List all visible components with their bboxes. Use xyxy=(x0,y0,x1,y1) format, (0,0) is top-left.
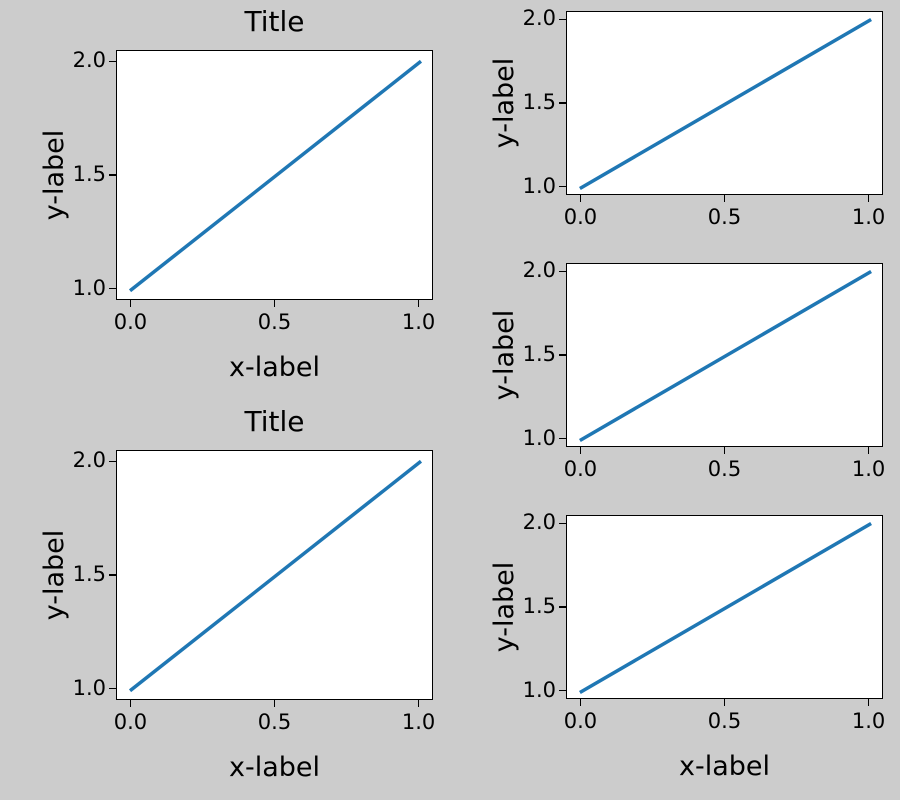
x-tick-label: 0.0 xyxy=(563,709,598,733)
x-tick-mark xyxy=(723,447,726,454)
y-tick-mark xyxy=(109,174,116,176)
x-tick-label: 0.5 xyxy=(707,709,742,733)
axes-title: Title xyxy=(244,405,305,438)
y-tick-label: 1.5 xyxy=(522,594,556,618)
y-tick-mark xyxy=(559,18,566,21)
y-tick-mark xyxy=(109,460,116,463)
y-tick-mark xyxy=(559,437,566,440)
x-tick-mark xyxy=(579,195,582,202)
y-tick-label: 1.5 xyxy=(72,562,106,586)
y-tick-label: 1.5 xyxy=(522,90,556,114)
x-tick-label: 1.0 xyxy=(401,710,436,734)
x-tick-label: 1.0 xyxy=(851,457,886,481)
y-tick-mark xyxy=(559,270,566,273)
y-tick-label: 2.0 xyxy=(72,48,106,73)
y-tick-mark xyxy=(559,606,566,608)
axes-bottom-right xyxy=(566,515,883,699)
x-tick-mark xyxy=(417,300,420,307)
y-axis-label: y-label xyxy=(489,561,520,653)
x-axis-label: x-label xyxy=(228,752,321,783)
y-tick-mark xyxy=(109,574,116,576)
x-tick-label: 0.0 xyxy=(563,205,598,229)
x-tick-mark xyxy=(273,300,276,307)
y-tick-mark xyxy=(559,102,566,104)
x-axis-label: x-label xyxy=(678,751,771,782)
y-tick-label: 1.0 xyxy=(522,425,556,450)
axes-title: Title xyxy=(244,5,305,38)
x-tick-mark xyxy=(867,699,870,706)
x-tick-label: 0.0 xyxy=(113,710,148,734)
y-tick-label: 1.0 xyxy=(522,173,556,198)
y-axis-label: y-label xyxy=(489,309,520,401)
y-tick-label: 2.0 xyxy=(522,510,556,535)
x-tick-label: 0.5 xyxy=(257,710,292,734)
x-tick-label: 0.0 xyxy=(113,310,148,334)
y-tick-label: 1.0 xyxy=(522,677,556,702)
axes-middle-right xyxy=(566,263,883,447)
x-tick-label: 1.0 xyxy=(851,709,886,733)
y-axis-label: y-label xyxy=(489,57,520,149)
x-tick-label: 0.0 xyxy=(563,457,598,481)
x-axis-label: x-label xyxy=(228,352,321,383)
y-tick-mark xyxy=(109,687,116,690)
y-tick-label: 1.0 xyxy=(72,275,106,300)
x-tick-label: 1.0 xyxy=(851,205,886,229)
y-tick-mark xyxy=(559,689,566,692)
plot-line xyxy=(128,59,423,293)
y-tick-label: 2.0 xyxy=(72,448,106,473)
x-tick-mark xyxy=(417,700,420,707)
y-tick-mark xyxy=(559,185,566,188)
x-tick-mark xyxy=(579,447,582,454)
y-axis-label: y-label xyxy=(39,529,70,621)
x-tick-mark xyxy=(129,300,132,307)
x-tick-mark xyxy=(129,700,132,707)
y-tick-label: 2.0 xyxy=(522,6,556,31)
plot-line xyxy=(128,459,423,693)
y-tick-mark xyxy=(559,522,566,525)
x-tick-label: 1.0 xyxy=(401,310,436,334)
x-tick-mark xyxy=(867,195,870,202)
y-tick-label: 1.0 xyxy=(72,675,106,700)
axes-top-right xyxy=(566,11,883,195)
y-axis-label: y-label xyxy=(39,129,70,221)
y-tick-label: 2.0 xyxy=(522,258,556,283)
axes-top-left xyxy=(116,50,433,300)
x-tick-mark xyxy=(867,447,870,454)
axes-bottom-left xyxy=(116,450,433,700)
plot-line xyxy=(579,269,872,443)
x-tick-mark xyxy=(273,700,276,707)
x-tick-mark xyxy=(723,699,726,706)
plot-line xyxy=(579,521,872,695)
plot-line xyxy=(579,17,872,191)
x-tick-label: 0.5 xyxy=(257,310,292,334)
y-tick-label: 1.5 xyxy=(522,342,556,366)
y-tick-mark xyxy=(109,287,116,290)
y-tick-mark xyxy=(559,354,566,356)
y-tick-mark xyxy=(109,60,116,63)
x-tick-mark xyxy=(579,699,582,706)
x-tick-label: 0.5 xyxy=(707,205,742,229)
x-tick-label: 0.5 xyxy=(707,457,742,481)
x-tick-mark xyxy=(723,195,726,202)
y-tick-label: 1.5 xyxy=(72,162,106,186)
